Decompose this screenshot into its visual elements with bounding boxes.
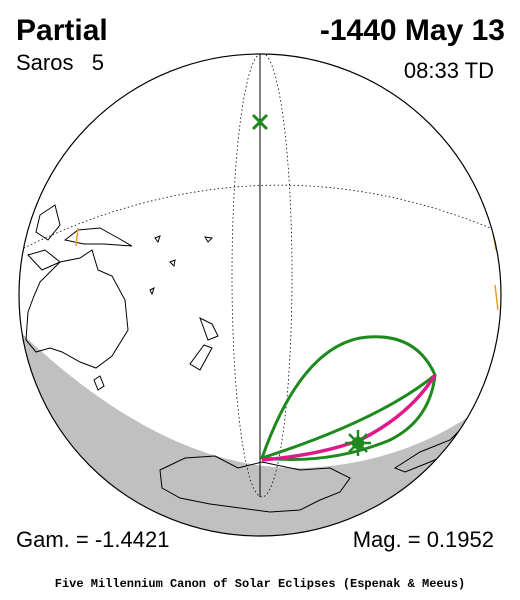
greatest-eclipse — [345, 430, 371, 456]
time: 08:33 TD — [404, 58, 494, 83]
edge-segment — [75, 227, 79, 247]
eclipse-date: -1440 May 13 — [320, 14, 505, 47]
globe-outline — [18, 53, 502, 537]
saros: Saros 5 — [16, 50, 104, 75]
antarctica — [159, 455, 351, 513]
graticule — [19, 54, 501, 498]
meridian-ellipse — [231, 54, 293, 498]
coastlines — [25, 204, 481, 513]
credit: Five Millennium Canon of Solar Eclipses … — [55, 577, 465, 591]
tasmania — [93, 375, 105, 391]
equator — [19, 184, 501, 251]
borneo — [35, 204, 61, 241]
new-zealand — [189, 316, 219, 371]
subsolar-marker — [251, 113, 269, 131]
magnitude: Mag. = 0.1952 — [353, 527, 494, 552]
penumbra-outline — [259, 335, 437, 461]
sun-center — [351, 436, 365, 450]
pacific-islands — [149, 235, 214, 296]
gamma: Gam. = -1.4421 — [16, 527, 169, 552]
cross-stroke — [251, 113, 269, 131]
eclipse-type: Partial — [16, 14, 108, 47]
australia — [25, 249, 129, 369]
new-guinea — [63, 227, 133, 247]
penumbra-limit — [261, 373, 436, 460]
